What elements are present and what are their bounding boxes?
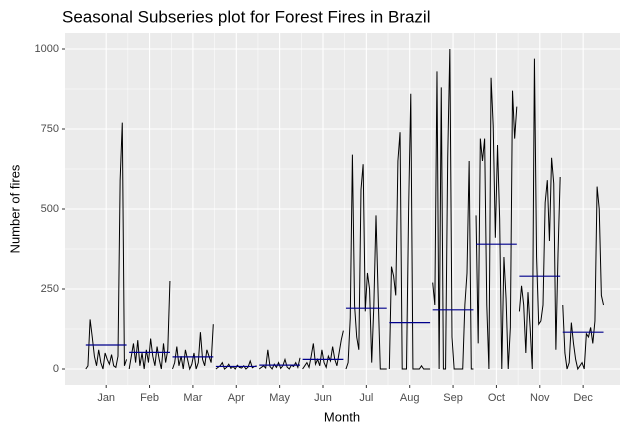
subseries-line: [215, 359, 257, 370]
subseries-line: [302, 330, 344, 370]
y-tick-label: 0: [53, 363, 59, 375]
x-tick-label: Jun: [314, 392, 332, 404]
x-tick-label: Jan: [97, 392, 115, 404]
subseries-line: [345, 154, 387, 370]
y-axis-label: Number of fires: [7, 164, 22, 253]
x-tick-label: Apr: [228, 392, 245, 404]
subseries-line: [518, 58, 561, 370]
subseries-line: [475, 77, 518, 370]
subseries-line: [562, 186, 605, 371]
subseries-line: [432, 48, 474, 370]
x-tick-label: Jul: [359, 392, 373, 404]
x-axis-label: Month: [324, 409, 360, 424]
chart-title: Seasonal Subseries plot for Forest Fires…: [62, 7, 431, 26]
y-tick-label: 250: [41, 283, 59, 295]
subseries-line: [388, 93, 431, 370]
subseries-line: [172, 324, 214, 371]
subseries-line: [128, 280, 171, 370]
x-tick-label: May: [269, 392, 290, 404]
x-tick-label: Feb: [140, 392, 159, 404]
subseries-line: [85, 122, 128, 370]
x-tick-label: Nov: [530, 392, 550, 404]
y-tick-label: 500: [41, 203, 59, 215]
x-tick-label: Dec: [573, 392, 593, 404]
x-tick-label: Oct: [488, 392, 505, 404]
x-tick-label: Sep: [443, 392, 463, 404]
y-tick-label: 750: [41, 123, 59, 135]
y-tick-label: 1000: [35, 43, 59, 55]
x-tick-label: Aug: [400, 392, 420, 404]
x-tick-label: Mar: [183, 392, 202, 404]
